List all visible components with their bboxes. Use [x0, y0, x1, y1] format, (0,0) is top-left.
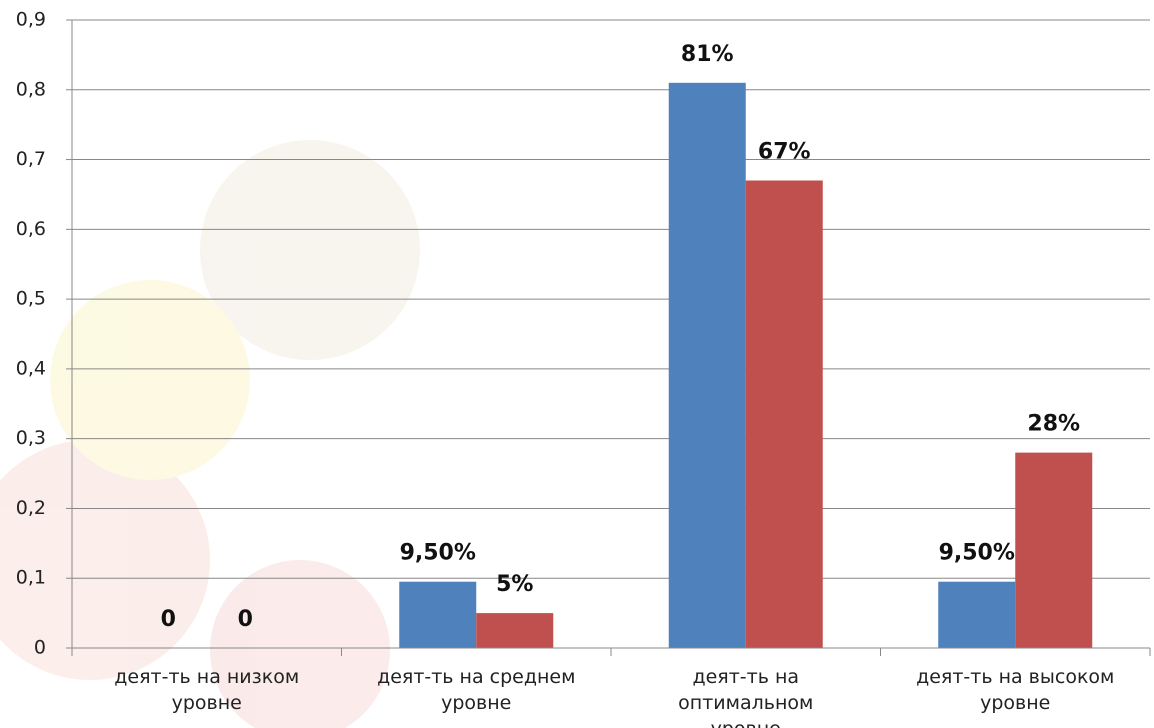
y-tick-label: 0,5 — [16, 288, 46, 310]
x-tick-label: деят-ть на низком уровне — [114, 666, 300, 714]
y-tick-label: 0,1 — [16, 567, 46, 589]
bar — [399, 581, 477, 648]
bar — [745, 180, 823, 648]
y-tick-label: 0,2 — [16, 497, 46, 519]
bar — [1015, 452, 1093, 648]
value-label: 0 — [238, 607, 253, 632]
y-tick-label: 0,8 — [16, 78, 46, 100]
value-label: 5% — [496, 572, 533, 597]
value-label: 0 — [161, 607, 176, 632]
x-tick-label: деят-ть на высоком уровне — [916, 666, 1115, 714]
y-tick-label: 0,7 — [16, 148, 46, 170]
y-tick-label: 0 — [34, 637, 46, 659]
value-label: 67% — [758, 139, 811, 164]
value-label: 28% — [1027, 412, 1080, 437]
y-tick-label: 0,9 — [16, 9, 46, 31]
y-tick-label: 0,4 — [16, 357, 46, 379]
y-tick-label: 0,3 — [16, 427, 46, 449]
x-tick-label: деят-ть на оптимальном уровне — [678, 666, 814, 728]
value-label: 9,50% — [400, 541, 476, 566]
bar — [938, 581, 1016, 648]
value-label: 9,50% — [939, 541, 1015, 566]
x-tick-label: деят-ть на среднем уровне — [377, 666, 576, 714]
y-tick-label: 0,6 — [16, 218, 46, 240]
background-decoration — [0, 140, 420, 728]
value-label: 81% — [681, 42, 734, 67]
bar — [476, 613, 554, 648]
bar — [668, 82, 746, 649]
